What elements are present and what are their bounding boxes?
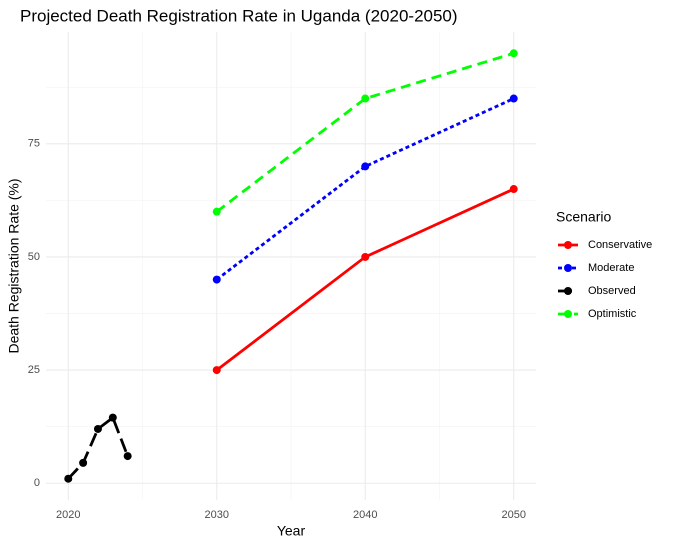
data-point [361, 162, 370, 171]
chart-title: Projected Death Registration Rate in Uga… [20, 6, 458, 25]
legend-point [564, 310, 572, 318]
data-point [509, 94, 518, 103]
data-point [212, 275, 221, 284]
x-tick-label: 2040 [353, 509, 377, 521]
y-tick-label: 0 [34, 477, 40, 489]
data-point [361, 252, 370, 261]
x-tick-label: 2050 [501, 509, 525, 521]
x-axis-title: Year [277, 523, 306, 539]
series-line [67, 415, 129, 480]
x-tick-label: 2020 [56, 509, 80, 521]
legend-title: Scenario [556, 209, 611, 225]
data-point [79, 458, 88, 467]
data-point [361, 94, 370, 103]
grid [46, 32, 536, 500]
y-tick-label: 50 [28, 251, 40, 263]
legend-label: Conservative [588, 239, 652, 251]
data-point [123, 452, 132, 461]
legend-label: Moderate [588, 262, 634, 274]
data-point [108, 413, 117, 422]
data-point [509, 49, 518, 58]
data-point [93, 424, 102, 433]
data-point [212, 207, 221, 216]
legend-point [564, 287, 572, 295]
y-axis-title: Death Registration Rate (%) [6, 178, 22, 353]
legend-label: Observed [588, 285, 636, 297]
y-tick-label: 75 [28, 138, 40, 150]
legend-label: Optimistic [588, 308, 637, 320]
data-point [212, 366, 221, 375]
data-point [64, 474, 73, 483]
series-line [215, 51, 515, 213]
legend-point [564, 241, 572, 249]
legend-point [564, 264, 572, 272]
y-tick-label: 25 [28, 364, 40, 376]
data-point [509, 185, 518, 194]
x-tick-label: 2030 [205, 509, 229, 521]
series-line [215, 97, 515, 281]
